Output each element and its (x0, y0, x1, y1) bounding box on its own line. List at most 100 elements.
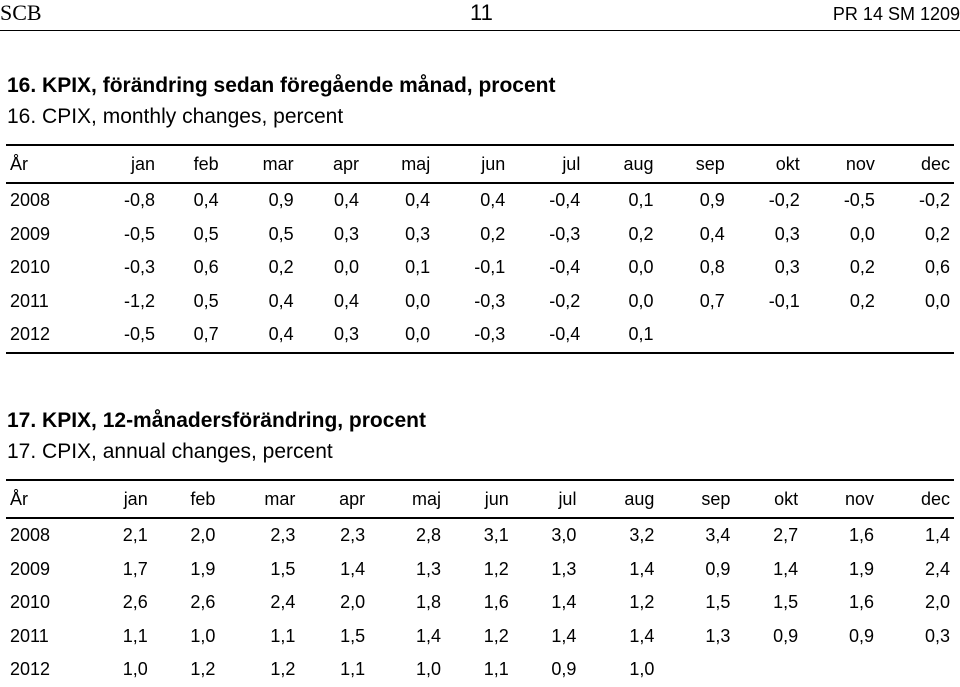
table-cell (657, 318, 729, 354)
table-cell: 1,2 (483, 625, 509, 646)
table-cell: 3,1 (483, 525, 509, 546)
table-cell: 2,0 (340, 592, 366, 613)
table-row: 2009 -0,5 0,5 0,5 0,3 0,3 0,2 -0,3 0,2 0,4 0,3 0,0 0… (6, 218, 954, 252)
table-row: 2008 -0,8 0,4 0,9 0,4 0,4 0,4 -0,4 0,1 0,9 -0,2 -0,… (6, 183, 954, 218)
table-17-column-header: jun (445, 479, 513, 519)
table-cell: -0,4 (549, 257, 581, 278)
table-cell: 2,4 (270, 592, 296, 613)
table-cell: 0,3 (297, 318, 364, 354)
table-cell: -0,1 (768, 290, 800, 311)
table-cell: 0,3 (924, 625, 950, 646)
row-year-cell: 2010 (10, 592, 51, 613)
table-cell: 0,4 (405, 190, 431, 211)
table-cell: 0,0 (405, 290, 431, 311)
table-cell: 0,9 (705, 558, 731, 579)
table-cell: -0,2 (768, 190, 800, 211)
table-cell: 1,1 (483, 659, 509, 680)
table-cell: 2,7 (773, 525, 799, 546)
table-cell: 1,0 (415, 659, 442, 680)
row-year-cell: 2008 (10, 525, 51, 546)
table-16-title-en: 16. CPIX, monthly changes, percent (7, 105, 344, 128)
table-row: 2011 1,1 1,0 1,1 1,5 1,4 1,2 1,4 1,4 1,3 0,9 0,9 0,3 (6, 620, 954, 654)
table-16-column-header: okt (728, 144, 804, 184)
table-cell: 1,2 (190, 659, 216, 680)
table-cell: 1,1 (270, 625, 296, 646)
table-cell: 1,1 (340, 659, 366, 680)
table-cell: 0,1 (584, 318, 658, 354)
table-cell: 1,0 (122, 659, 148, 680)
table-cell: 0,9 (773, 625, 799, 646)
table-cell: 1,6 (848, 592, 875, 613)
table-16-column-header: jul (509, 144, 585, 184)
table-cell: 1,4 (924, 525, 950, 546)
table-cell: -1,2 (124, 290, 156, 311)
table-cell: 0,4 (699, 223, 725, 244)
table-cell: 0,3 (774, 223, 800, 244)
table-cell: 1,6 (848, 525, 875, 546)
table-cell: 0,5 (193, 223, 219, 244)
table-17-title-sv: 17. KPIX, 12-månadersförändring, procent (7, 409, 426, 432)
header-publisher: SCB (0, 0, 42, 25)
table-cell: 1,8 (415, 592, 442, 613)
table-cell: 0,4 (268, 290, 294, 311)
row-year-cell: 2009 (10, 223, 51, 244)
table-cell: 1,4 (773, 558, 799, 579)
table-cell: 2,3 (270, 525, 296, 546)
table-cell: 1,1 (122, 625, 148, 646)
table-row: 2010 2,6 2,6 2,4 2,0 1,8 1,6 1,4 1,2 1,5 1,5 1,6 2,0 (6, 586, 954, 620)
table-cell: 2,3 (340, 525, 366, 546)
table-cell: 0,2 (480, 223, 506, 244)
table-cell: 0,3 (333, 223, 360, 244)
table-16-body: 2008 -0,8 0,4 0,9 0,4 0,4 0,4 -0,4 0,1 0,9 -0,2 -0,… (6, 183, 954, 354)
table-16-column-header: mar (222, 144, 298, 184)
table-17-column-header: dec (878, 479, 954, 519)
table-16-column-header: apr (297, 144, 364, 184)
table-17-body: 2008 2,1 2,0 2,3 2,3 2,8 3,1 3,0 3,2 3,4 2,7 1,6 1,4… (6, 518, 954, 687)
row-year-cell: 2009 (10, 558, 51, 579)
table-cell: 1,9 (848, 558, 875, 579)
table-16-column-header: nov (803, 144, 879, 184)
table-16-column-header: jun (434, 144, 510, 184)
table-row: 2009 1,7 1,9 1,5 1,4 1,3 1,2 1,3 1,4 0,9 1,4 1,9 2,4 (6, 553, 954, 587)
table-cell: 0,6 (924, 257, 950, 278)
row-year-cell: 2008 (10, 190, 51, 211)
table-cell: 0,4 (222, 318, 298, 354)
table-cell: 0,0 (924, 290, 950, 311)
table-cell: 1,9 (190, 558, 216, 579)
row-year-cell: 2012 (10, 659, 51, 680)
table-cell: 2,8 (415, 525, 442, 546)
table-17: År jan feb mar apr maj jun jul aug sep okt nov dec 2… (6, 479, 954, 687)
table-cell: 0,2 (924, 223, 950, 244)
table-cell: 1,7 (122, 558, 148, 579)
table-cell: 1,4 (551, 592, 577, 613)
table-cell: 0,4 (193, 190, 219, 211)
table-cell: 0,0 (628, 257, 654, 278)
table-cell: 1,4 (629, 558, 655, 579)
table-cell: 2,4 (924, 558, 950, 579)
table-cell: 1,4 (629, 625, 655, 646)
table-cell: 1,3 (415, 558, 442, 579)
table-cell: 0,2 (268, 257, 294, 278)
table-cell: 1,5 (340, 625, 366, 646)
table-cell: 1,4 (551, 625, 577, 646)
table-16-column-header: jan (84, 144, 160, 184)
table-16-title-sv: 16. KPIX, förändring sedan föregående må… (7, 74, 556, 97)
table-row: 2008 2,1 2,0 2,3 2,3 2,8 3,1 3,0 3,2 3,4 2,7 1,6 1,4 (6, 518, 954, 553)
table-cell: 3,2 (629, 525, 655, 546)
table-cell: -0,1 (474, 257, 506, 278)
table-cell: -0,3 (434, 318, 510, 354)
table-17-column-header: feb (151, 479, 220, 519)
row-year-cell: 2012 (6, 318, 84, 354)
table-cell: 1,3 (551, 558, 577, 579)
table-cell: 0,1 (405, 257, 431, 278)
table-16-column-header: År (6, 144, 84, 184)
table-17-column-header: sep (658, 479, 735, 519)
table-cell: 0,0 (363, 318, 435, 354)
table-cell: 3,4 (705, 525, 731, 546)
table-17-column-header: nov (802, 479, 879, 519)
table-cell: 0,2 (628, 223, 654, 244)
page-number: 11 (470, 0, 493, 25)
table-17-column-header: okt (734, 479, 803, 519)
table-cell: 0,4 (480, 190, 506, 211)
table-cell: 1,4 (340, 558, 366, 579)
